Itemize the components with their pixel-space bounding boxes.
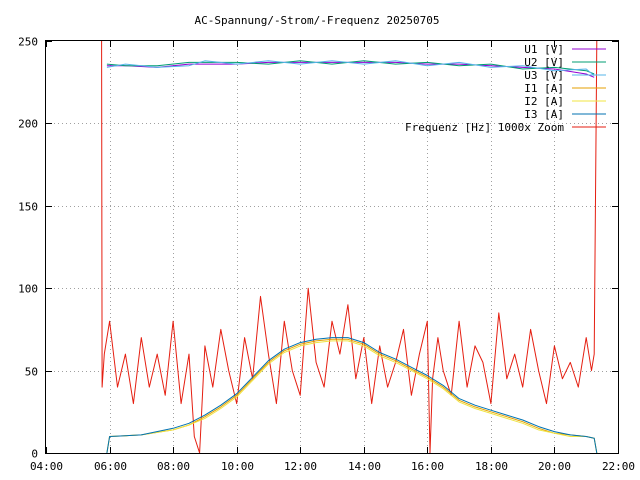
legend-label: U1 [V] bbox=[524, 43, 564, 56]
series-line-u1 bbox=[106, 61, 595, 78]
legend-label: U2 [V] bbox=[524, 56, 564, 69]
x-tick-label: 06:00 bbox=[94, 460, 127, 473]
x-tick-label: 22:00 bbox=[602, 460, 635, 473]
y-tick-label: 100 bbox=[18, 283, 38, 296]
y-tick-label: 200 bbox=[18, 118, 38, 131]
x-tick-label: 08:00 bbox=[157, 460, 190, 473]
x-tick-label: 04:00 bbox=[30, 460, 63, 473]
axis-ticks: 04:00 06:00 08:00 10:00 12:00 14:00 16:00 18:00… bbox=[18, 36, 635, 474]
series-layer bbox=[101, 40, 598, 454]
x-tick-label: 16:00 bbox=[411, 460, 444, 473]
legend: U1 [V]U2 [V]U3 [V]I1 [A]I2 [A]I3 [A]Freq… bbox=[405, 43, 606, 134]
x-tick-label: 14:00 bbox=[348, 460, 381, 473]
legend-label: I2 [A] bbox=[524, 95, 564, 108]
legend-label: I1 [A] bbox=[524, 82, 564, 95]
x-tick-label: 10:00 bbox=[221, 460, 254, 473]
legend-label: I3 [A] bbox=[524, 108, 564, 121]
y-tick-label: 0 bbox=[31, 448, 38, 461]
series-line-i1 bbox=[106, 338, 598, 454]
grid bbox=[46, 41, 618, 453]
chart-title: AC-Spannung/-Strom/-Frequenz 20250705 bbox=[194, 14, 439, 27]
plot-frame bbox=[45, 40, 619, 454]
x-tick-label: 20:00 bbox=[538, 460, 571, 473]
legend-label: Frequenz [Hz] 1000x Zoom bbox=[405, 121, 564, 134]
series-line-u3 bbox=[106, 60, 595, 76]
legend-label: U3 [V] bbox=[524, 69, 564, 82]
y-tick-label: 50 bbox=[25, 366, 38, 379]
series-line-i3 bbox=[106, 337, 598, 454]
y-tick-label: 150 bbox=[18, 201, 38, 214]
series-line-i2 bbox=[106, 340, 598, 454]
series-line-f bbox=[101, 40, 598, 454]
y-tick-label: 250 bbox=[18, 36, 38, 49]
x-tick-label: 18:00 bbox=[475, 460, 508, 473]
x-tick-label: 12:00 bbox=[284, 460, 317, 473]
